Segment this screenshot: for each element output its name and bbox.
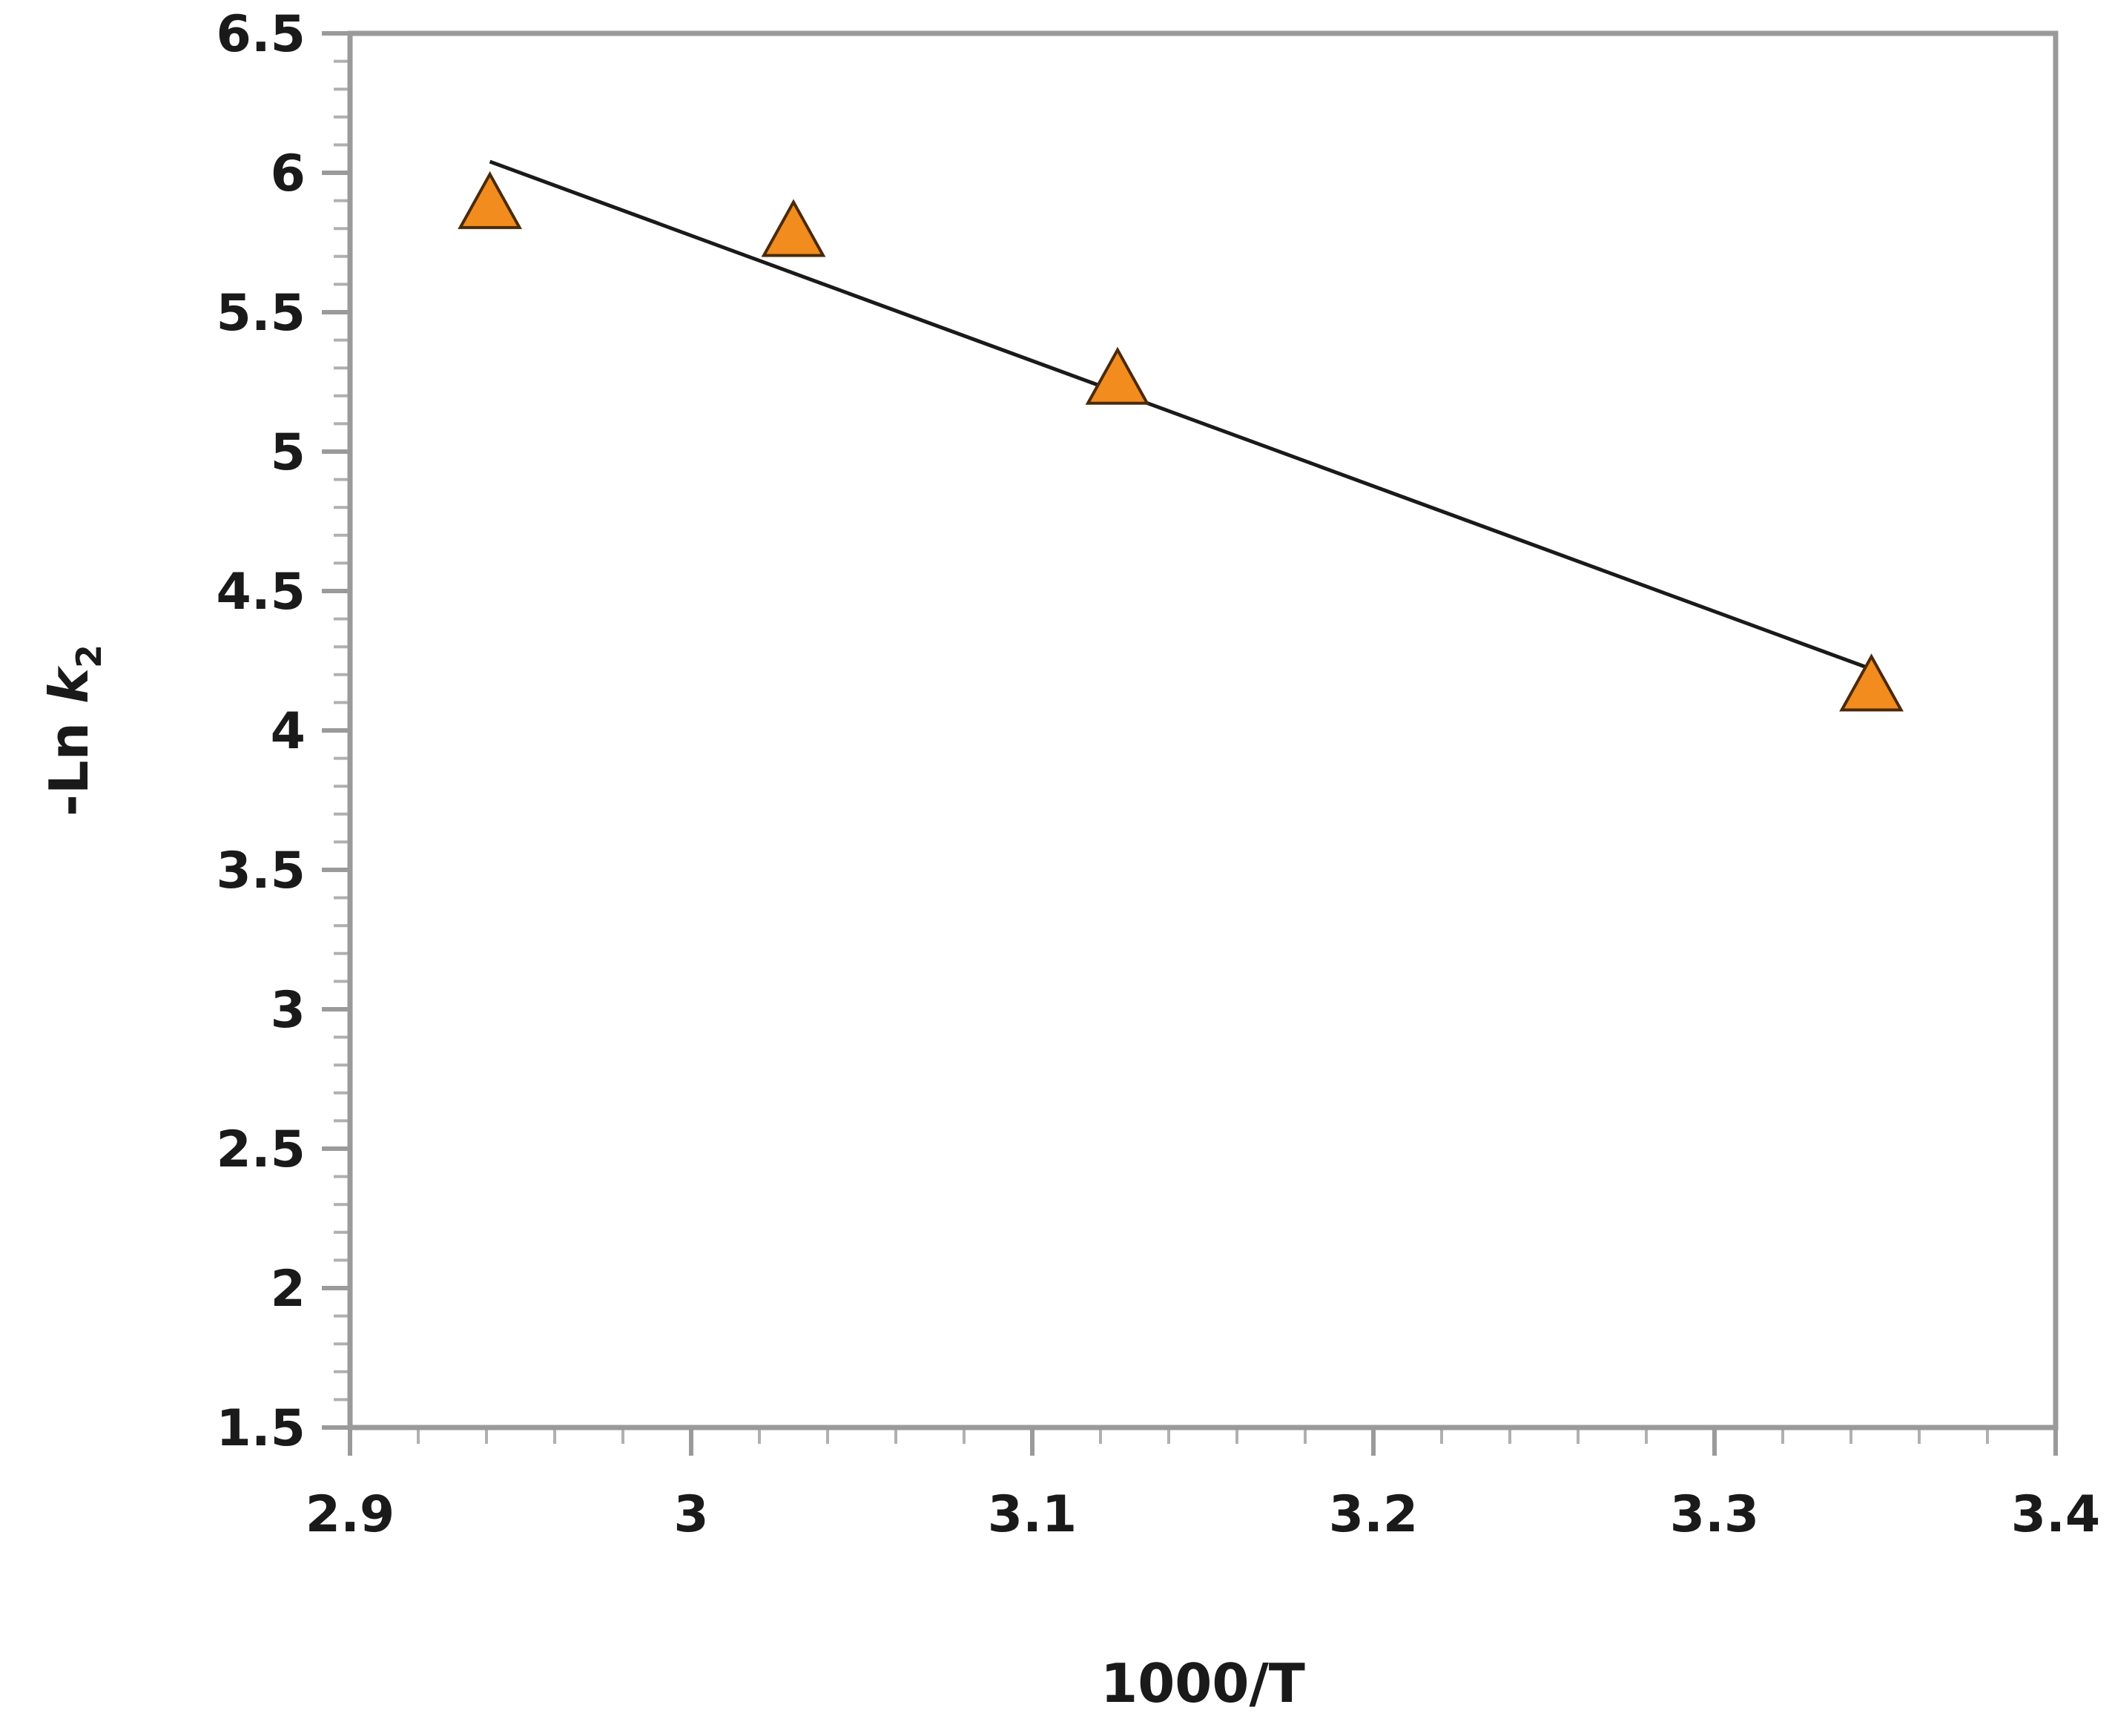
x-tick-labels: 2.9 3 3.1 3.2 3.3 3.4 — [306, 1485, 2100, 1544]
x-tick-label: 3.4 — [2011, 1485, 2100, 1544]
data-point — [458, 171, 522, 229]
y-axis-title-prefix: -Ln — [38, 704, 100, 816]
data-point — [1839, 653, 1904, 712]
y-tick-label: 6.5 — [217, 5, 306, 64]
y-axis-title-variable: k — [38, 665, 100, 704]
y-tick-label: 4 — [271, 702, 306, 761]
y-tick-label: 5 — [271, 423, 306, 482]
y-tick-label: 4.5 — [217, 563, 306, 621]
x-tick-label: 3.3 — [1670, 1485, 1759, 1544]
y-tick-label: 1.5 — [217, 1399, 306, 1458]
y-tick-label: 2 — [271, 1260, 306, 1318]
x-tick-label: 3.2 — [1329, 1485, 1418, 1544]
y-axis-title-subscript: 2 — [69, 644, 109, 668]
data-point — [1085, 346, 1150, 405]
x-axis-title: 1000/T — [1100, 1652, 1305, 1714]
x-tick-label: 3.1 — [988, 1485, 1077, 1544]
x-tick-label: 2.9 — [306, 1485, 395, 1544]
major-ticks — [322, 31, 2058, 1456]
y-tick-label: 6 — [271, 145, 306, 203]
y-tick-labels: 1.5 2 2.5 3 3.5 4 4.5 5 5.5 6 6.5 — [217, 5, 306, 1458]
data-points — [458, 171, 1904, 712]
y-tick-label: 5.5 — [217, 284, 306, 343]
y-axis-title: -Ln k2 — [38, 644, 109, 816]
y-tick-label: 2.5 — [217, 1121, 306, 1179]
data-point — [761, 199, 826, 257]
x-tick-label: 3 — [673, 1485, 708, 1544]
trendline — [489, 159, 1872, 671]
y-tick-label: 3 — [271, 981, 306, 1040]
y-tick-label: 3.5 — [217, 842, 306, 900]
plot-frame — [347, 30, 2059, 1430]
